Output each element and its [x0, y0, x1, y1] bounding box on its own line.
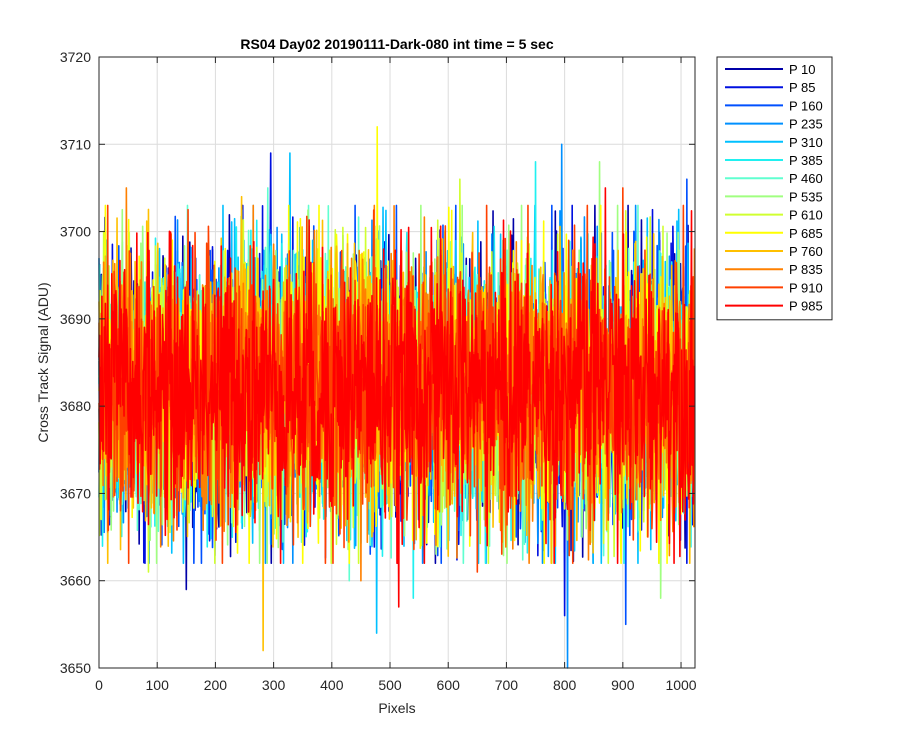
y-axis-label: Cross Track Signal (ADU)	[35, 282, 51, 442]
y-tick-label: 3680	[60, 398, 91, 414]
legend-label: P 685	[789, 226, 823, 241]
ticks-layer: 0 100 200 300 400 500 600 700 800 900 1000 3650 3660…	[60, 49, 697, 693]
legend-label: P 610	[789, 208, 823, 223]
y-tick-label: 3660	[60, 573, 91, 589]
legend-label: P 385	[789, 153, 823, 168]
x-tick-label: 200	[204, 677, 228, 693]
legend-label: P 760	[789, 244, 823, 259]
x-tick-label: 300	[262, 677, 286, 693]
chart-title: RS04 Day02 20190111-Dark-080 int time = …	[240, 36, 553, 52]
legend-label: P 985	[789, 299, 823, 314]
y-tick-label: 3710	[60, 136, 91, 152]
legend-label: P 835	[789, 262, 823, 277]
legend-label: P 85	[789, 80, 816, 95]
y-tick-label: 3700	[60, 224, 91, 240]
series-line	[98, 187, 696, 608]
x-tick-label: 700	[495, 677, 519, 693]
x-tick-label: 100	[146, 677, 170, 693]
x-tick-label: 400	[320, 677, 344, 693]
y-tick-label: 3650	[60, 660, 91, 676]
x-tick-label: 900	[611, 677, 635, 693]
legend-label: P 10	[789, 62, 816, 77]
x-tick-label: 500	[378, 677, 402, 693]
legend-items: P 10 P 85 P 160 P 235 P 310 P 385 P 460 P 535 P …	[725, 62, 823, 314]
x-tick-label: 600	[437, 677, 461, 693]
legend: P 10 P 85 P 160 P 235 P 310 P 385 P 460 P 535 P …	[716, 56, 833, 321]
x-tick-label: 800	[553, 677, 577, 693]
plot-frame	[98, 56, 696, 669]
series-layer	[98, 126, 696, 669]
y-tick-label: 3670	[60, 485, 91, 501]
legend-label: P 535	[789, 189, 823, 204]
legend-label: P 310	[789, 135, 823, 150]
y-tick-label: 3690	[60, 311, 91, 327]
legend-label: P 160	[789, 98, 823, 113]
x-tick-label: 0	[95, 677, 103, 693]
legend-label: P 910	[789, 280, 823, 295]
legend-label: P 235	[789, 117, 823, 132]
legend-box	[716, 56, 833, 321]
legend-label: P 460	[789, 171, 823, 186]
x-tick-label: 1000	[665, 677, 696, 693]
y-tick-label: 3720	[60, 49, 91, 65]
x-axis-label: Pixels	[378, 700, 415, 716]
